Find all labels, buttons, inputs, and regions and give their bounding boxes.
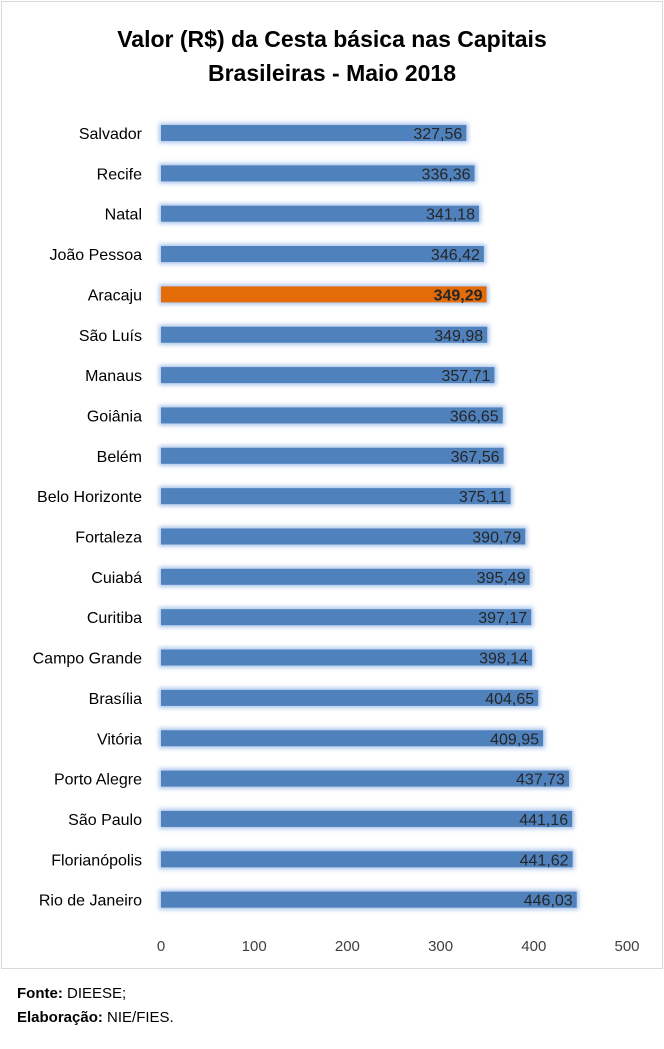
value-label: 398,14 (479, 651, 528, 668)
category-label: Rio de Janeiro (39, 893, 142, 910)
chart-title-line-1: Valor (R$) da Cesta básica nas Capitais (117, 26, 547, 52)
value-label: 346,42 (431, 247, 480, 264)
category-label: Belém (97, 449, 142, 466)
chart-title: Valor (R$) da Cesta básica nas Capitais … (0, 22, 664, 90)
bar-sao-luis (161, 326, 488, 343)
value-label: 441,16 (519, 812, 568, 829)
category-label: Florianópolis (51, 852, 142, 869)
category-label: Campo Grande (33, 651, 142, 668)
value-label: 395,49 (477, 570, 526, 587)
category-label: João Pessoa (49, 247, 142, 264)
bar-florianopolis (161, 851, 573, 868)
category-label: São Luís (79, 328, 142, 345)
bar-recife (161, 165, 475, 182)
bar-cuiaba (161, 568, 530, 585)
category-label: Belo Horizonte (37, 489, 142, 506)
value-label: 409,95 (490, 731, 539, 748)
bar-brasilia (161, 689, 539, 706)
x-tick-label: 100 (242, 938, 267, 955)
chart-title-line-2: Brasileiras - Maio 2018 (207, 60, 457, 86)
bar-manaus (161, 367, 495, 384)
x-tick-label: 300 (428, 938, 453, 955)
value-label: 357,71 (441, 368, 490, 385)
source-value: DIEESE; (67, 985, 127, 1002)
source-line: Fonte: DIEESE; (17, 982, 174, 1006)
bar-belo-horizonte (161, 488, 511, 505)
value-label: 341,18 (426, 207, 475, 224)
bar-belem (161, 447, 504, 464)
category-label: Curitiba (87, 610, 142, 627)
bar-joao-pessoa (161, 246, 484, 263)
category-label: Manaus (85, 368, 142, 385)
bar-sao-paulo (161, 810, 573, 827)
category-label: Porto Alegre (54, 772, 142, 789)
bar-rio-de-janeiro (161, 891, 577, 908)
value-label: 437,73 (516, 772, 565, 789)
prepared-label: Elaboração: (17, 1009, 103, 1026)
bar-porto-alegre (161, 770, 569, 787)
category-label: São Paulo (68, 812, 142, 829)
bar-curitiba (161, 609, 532, 626)
bar-campo-grande (161, 649, 533, 666)
prepared-line: Elaboração: NIE/FIES. (17, 1006, 174, 1030)
bar-salvador (161, 125, 467, 141)
value-label: 390,79 (472, 530, 521, 547)
x-tick-label: 0 (157, 938, 165, 955)
category-label: Natal (105, 207, 142, 224)
category-label: Goiânia (87, 408, 142, 425)
value-label: 349,98 (434, 328, 483, 345)
bar-chart: Salvador 327,56 Recife 336,36 Natal 341,18 Joã… (33, 123, 640, 955)
x-tick-label: 500 (614, 938, 639, 955)
category-label: Cuiabá (91, 570, 142, 587)
category-label: Recife (97, 166, 142, 183)
prepared-value: NIE/FIES. (107, 1009, 174, 1026)
value-label: 441,62 (520, 852, 569, 869)
category-label: Fortaleza (75, 530, 142, 547)
bar-natal (161, 205, 479, 222)
value-label: 336,36 (422, 166, 471, 183)
bar-goiania (161, 407, 503, 424)
category-label: Aracaju (88, 287, 142, 304)
bar-fortaleza (161, 528, 526, 545)
x-tick-label: 200 (335, 938, 360, 955)
chart-frame (1, 1, 663, 969)
bar-vitoria (161, 730, 544, 747)
source-note: Fonte: DIEESE; Elaboração: NIE/FIES. (17, 982, 174, 1030)
value-label: 366,65 (450, 408, 499, 425)
x-tick-label: 400 (521, 938, 546, 955)
value-label: 375,11 (459, 489, 507, 506)
category-label: Salvador (79, 126, 143, 143)
source-label: Fonte: (17, 985, 63, 1002)
value-label: 349,29 (434, 287, 483, 304)
value-label: 397,17 (478, 610, 527, 627)
value-label: 327,56 (413, 126, 462, 143)
value-label: 367,56 (451, 449, 500, 466)
category-label: Brasília (89, 691, 142, 708)
value-label: 404,65 (485, 691, 534, 708)
category-label: Vitória (97, 731, 142, 748)
bar-aracaju (161, 286, 487, 303)
value-label: 446,03 (524, 893, 573, 910)
